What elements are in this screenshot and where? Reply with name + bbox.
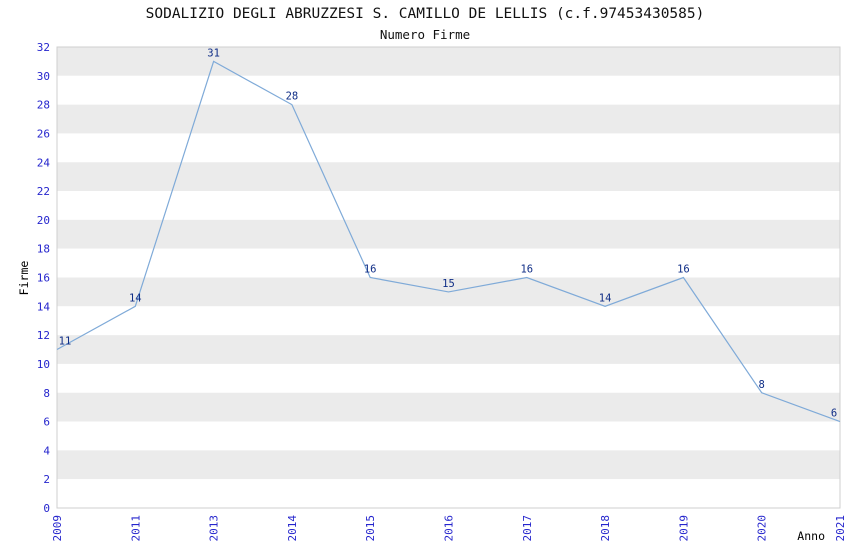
point-value-label: 16 <box>677 264 690 276</box>
x-tick-label: 2021 <box>834 515 847 542</box>
point-value-label: 28 <box>286 91 299 103</box>
chart-subtitle: Numero Firme <box>380 27 470 42</box>
chart-title: SODALIZIO DEGLI ABRUZZESI S. CAMILLO DE … <box>146 6 705 22</box>
x-tick-label: 2018 <box>599 515 612 542</box>
y-tick-label: 4 <box>43 444 50 457</box>
line-series <box>56 60 841 423</box>
point-value-label: 15 <box>442 278 455 290</box>
grid-band <box>57 47 840 76</box>
y-tick-label: 26 <box>37 127 50 140</box>
point-value-label: 14 <box>599 292 612 304</box>
y-tick-label: 16 <box>37 272 50 285</box>
point-value-label: 8 <box>759 379 765 391</box>
x-tick-label: 2014 <box>286 515 299 542</box>
x-tick-label: 2015 <box>364 515 377 542</box>
grid-band <box>57 133 840 163</box>
y-tick-label: 28 <box>37 99 50 112</box>
y-tick-label: 18 <box>37 243 50 256</box>
grid-band <box>57 104 840 134</box>
grid-band <box>57 75 840 105</box>
grid-band <box>57 392 840 422</box>
y-tick-label: 14 <box>37 300 51 313</box>
y-tick-label: 20 <box>37 214 50 227</box>
x-tick-label: 2020 <box>756 515 769 542</box>
x-tick-label: 2017 <box>521 515 534 542</box>
y-tick-label: 24 <box>37 156 51 169</box>
y-tick-label: 0 <box>43 502 50 515</box>
plot-border <box>56 46 841 509</box>
firme-line <box>56 60 841 423</box>
grid-band <box>57 191 840 220</box>
y-tick-label: 12 <box>37 329 50 342</box>
x-axis-title: Anno <box>797 529 825 543</box>
grid-band <box>57 335 840 364</box>
y-axis-title: Firme <box>17 261 31 296</box>
point-value-label: 11 <box>59 336 72 348</box>
y-tick-label: 6 <box>43 416 50 429</box>
point-value-label: 14 <box>129 292 142 304</box>
y-tick-label: 10 <box>37 358 50 371</box>
grid-band <box>57 421 840 451</box>
y-tick-label: 22 <box>37 185 50 198</box>
grid-band <box>57 363 840 393</box>
x-tick-label: 2016 <box>443 515 456 542</box>
point-value-label: 6 <box>831 408 837 420</box>
grid-band <box>57 162 840 192</box>
y-tick-label: 8 <box>43 387 50 400</box>
data-point-labels: 11 14 31 28 16 15 16 14 16 8 6 <box>59 47 837 419</box>
grid-band <box>57 306 840 336</box>
y-tick-label: 2 <box>43 473 50 486</box>
x-tick-label: 2019 <box>677 515 690 542</box>
point-value-label: 16 <box>364 264 377 276</box>
y-tick-label: 30 <box>37 70 50 83</box>
x-tick-label: 2013 <box>208 515 221 542</box>
grid-band <box>57 450 840 480</box>
grid-band <box>57 248 840 278</box>
x-axis-tick-labels: 2009 2011 2013 2014 2015 2016 2017 2018 2019 2020… <box>51 515 847 542</box>
grid-band <box>57 219 840 249</box>
point-value-label: 31 <box>207 47 220 59</box>
x-tick-label: 2009 <box>51 515 64 542</box>
y-tick-label: 32 <box>37 41 50 54</box>
plot-background-bands <box>57 47 840 508</box>
x-tick-label: 2011 <box>129 515 142 542</box>
point-value-label: 16 <box>520 264 533 276</box>
grid-band <box>57 479 840 508</box>
